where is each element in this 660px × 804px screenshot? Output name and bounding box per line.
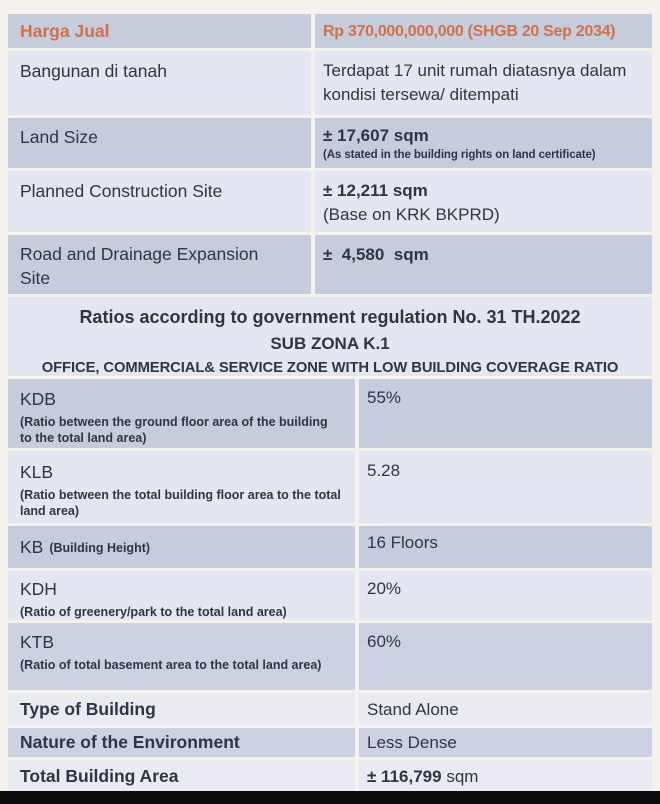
row-value-cell: Rp 370,000,000,000 (SHGB 20 Sep 2034) (315, 14, 652, 48)
property-details-table: Harga Jual Rp 370,000,000,000 (SHGB 20 S… (8, 14, 652, 793)
row-label-cell: Planned Construction Site (8, 171, 311, 232)
table-row-planned-construction: Planned Construction Site ± 12,211 sqm (… (8, 171, 652, 232)
table-row-harga-jual: Harga Jual Rp 370,000,000,000 (SHGB 20 S… (8, 14, 652, 48)
row-label: Nature of the Environment (20, 732, 240, 753)
price-value: Rp 370,000,000,000 (SHGB 20 Sep 2034) (323, 22, 616, 40)
table-row-type-of-building: Type of Building Stand Alone (8, 693, 652, 725)
table-row-nature-environment: Nature of the Environment Less Dense (8, 728, 652, 757)
row-value-cell: 60% (359, 623, 652, 690)
row-value-line2: (Base on KRK BKPRD) (323, 204, 500, 224)
ratio-acronym: KTB (20, 632, 55, 652)
section-header-row: Ratios according to government regulatio… (8, 297, 652, 376)
row-label-cell: KDH (Ratio of greenery/park to the total… (8, 571, 355, 620)
row-value-cell: ± 17,607 sqm (As stated in the building … (315, 118, 652, 168)
row-value: ± 12,211 sqm (323, 181, 428, 200)
row-value-cell: Terdapat 17 unit rumah diatasnya dalam k… (315, 51, 652, 115)
bottom-black-bar (0, 791, 660, 804)
table-row-total-building-area: Total Building Area ± 116,799 sqm (8, 760, 652, 793)
row-value: Terdapat 17 unit rumah diatasnya dalam k… (323, 61, 627, 104)
row-label-cell: Road and Drainage Expansion Site (8, 235, 311, 294)
table-row-klb: KLB (Ratio between the total building fl… (8, 451, 652, 523)
row-value: 55% (367, 388, 402, 407)
table-row-kdh: KDH (Ratio of greenery/park to the total… (8, 571, 652, 620)
row-value: ± 17,607 sqm (323, 126, 429, 145)
row-value-cell: ± 116,799 sqm (359, 760, 652, 793)
row-value-unit: sqm (441, 767, 479, 787)
row-value: 16 Floors (367, 533, 438, 552)
row-label: Land Size (20, 127, 98, 147)
row-label: Total Building Area (20, 766, 179, 787)
row-value: ± 4,580 sqm (323, 245, 429, 264)
row-value-cell: 20% (359, 571, 652, 620)
row-value-note: (As stated in the building rights on lan… (323, 148, 596, 161)
ratio-description: (Ratio of greenery/park to the total lan… (20, 604, 287, 619)
ratio-acronym: KB (20, 537, 44, 558)
section-header-cell: Ratios according to government regulatio… (8, 297, 652, 376)
row-label-cell: KTB (Ratio of total basement area to the… (8, 623, 355, 690)
table-row-road-drainage: Road and Drainage Expansion Site ± 4,580… (8, 235, 652, 294)
row-value-cell: 16 Floors (359, 526, 652, 568)
table-row-kb: KB (Building Height) 16 Floors (8, 526, 652, 568)
row-label: Type of Building (20, 698, 156, 719)
ratio-acronym: KLB (20, 462, 54, 482)
ratio-description: (Ratio between the ground floor area of … (20, 414, 328, 446)
row-label-cell: KDB (Ratio between the ground floor area… (8, 379, 355, 448)
section-header-line1: Ratios according to government regulatio… (79, 307, 581, 327)
row-label-cell: Total Building Area (8, 760, 355, 793)
row-label: Bangunan di tanah (20, 61, 167, 81)
table-row-kdb: KDB (Ratio between the ground floor area… (8, 379, 652, 448)
ratio-acronym: KDH (20, 579, 57, 599)
row-value-cell: 55% (359, 379, 652, 448)
table-row-ktb: KTB (Ratio of total basement area to the… (8, 623, 652, 690)
row-value: ± 116,799 (367, 767, 442, 787)
row-label-cell: KB (Building Height) (8, 526, 355, 568)
row-value-cell: 5.28 (359, 451, 652, 523)
row-value-cell: ± 4,580 sqm (315, 235, 652, 294)
row-value: 5.28 (367, 461, 401, 480)
row-value: Stand Alone (367, 699, 459, 719)
row-label: Harga Jual (20, 20, 110, 41)
table-row-bangunan: Bangunan di tanah Terdapat 17 unit rumah… (8, 51, 652, 115)
section-header-line3: OFFICE, COMMERCIAL& SERVICE ZONE WITH LO… (41, 359, 619, 376)
row-value-cell: ± 12,211 sqm (Base on KRK BKPRD) (315, 171, 652, 232)
row-label-cell: KLB (Ratio between the total building fl… (8, 451, 355, 523)
section-header-line2: SUB ZONA K.1 (270, 334, 390, 353)
row-value-cell: Less Dense (359, 728, 652, 757)
row-label: Planned Construction Site (20, 181, 223, 201)
ratio-description: (Ratio between the total building floor … (20, 487, 341, 519)
row-value: 60% (367, 632, 402, 651)
ratio-acronym: KDB (20, 389, 56, 409)
ratio-description: (Ratio of total basement area to the tot… (20, 657, 322, 672)
row-label-cell: Land Size (8, 118, 311, 168)
row-value: Less Dense (367, 733, 457, 753)
table-row-land-size: Land Size ± 17,607 sqm (As stated in the… (8, 118, 652, 168)
row-label-cell: Type of Building (8, 693, 355, 725)
row-label-cell: Harga Jual (8, 14, 311, 48)
row-label: Road and Drainage Expansion Site (20, 244, 259, 288)
row-value: 20% (367, 579, 402, 598)
row-label-cell: Bangunan di tanah (8, 51, 311, 115)
row-label-cell: Nature of the Environment (8, 728, 355, 757)
ratio-description: (Building Height) (49, 540, 151, 555)
row-value-cell: Stand Alone (359, 693, 652, 725)
